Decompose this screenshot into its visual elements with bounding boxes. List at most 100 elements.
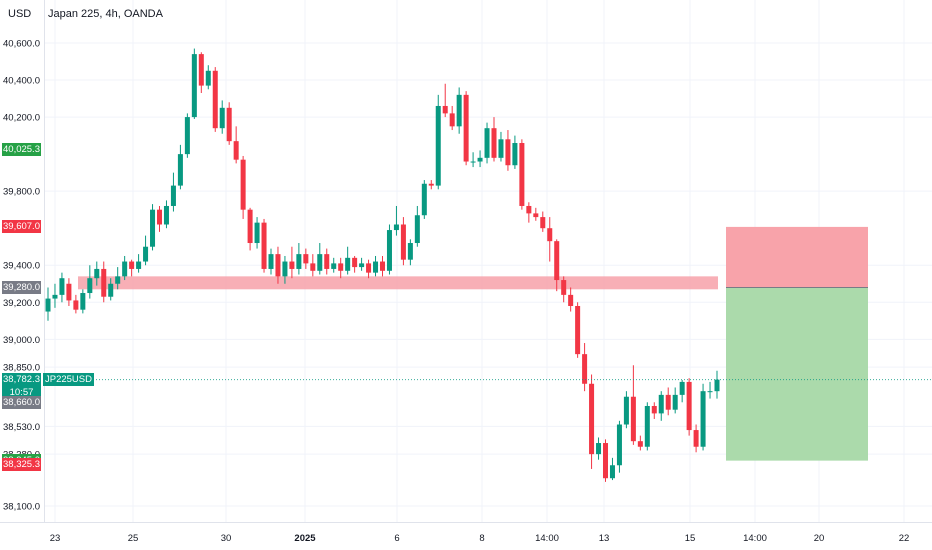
support-zone-rect[interactable] <box>78 276 718 290</box>
candle[interactable] <box>442 83 448 118</box>
symbol-price-tag[interactable]: JP225USD <box>43 373 94 387</box>
candle[interactable] <box>596 437 602 460</box>
candle[interactable] <box>512 135 518 169</box>
price-badge[interactable]: 39,607.0 <box>2 220 41 234</box>
candle[interactable] <box>310 254 316 277</box>
candle[interactable] <box>366 259 372 279</box>
price-badge[interactable]: 38,660.0 <box>2 395 41 409</box>
candle[interactable] <box>345 246 351 275</box>
candle[interactable] <box>136 254 142 273</box>
candle[interactable] <box>73 294 79 314</box>
candle[interactable] <box>386 224 392 275</box>
candle[interactable] <box>582 343 588 392</box>
candle[interactable] <box>66 278 72 306</box>
candle[interactable] <box>400 217 406 266</box>
candle[interactable] <box>87 265 93 299</box>
candle[interactable] <box>150 204 156 251</box>
candle[interactable] <box>484 122 490 164</box>
candle[interactable] <box>714 370 720 399</box>
candle[interactable] <box>226 102 232 145</box>
candle[interactable] <box>247 207 253 251</box>
candle[interactable] <box>331 257 337 273</box>
candle[interactable] <box>379 255 386 277</box>
candle[interactable] <box>470 152 476 168</box>
candle[interactable] <box>686 378 692 436</box>
candle[interactable] <box>317 243 323 275</box>
candle[interactable] <box>122 255 128 281</box>
currency-label[interactable]: USD <box>8 8 32 20</box>
price-badge[interactable]: 38,782.3 <box>2 373 41 387</box>
price-badge[interactable]: 40,025.3 <box>2 142 41 156</box>
candle[interactable] <box>602 439 609 482</box>
candle[interactable] <box>170 172 176 212</box>
candle[interactable] <box>296 243 302 275</box>
candle[interactable] <box>101 261 107 303</box>
candle[interactable] <box>289 246 295 279</box>
time-axis-labels[interactable]: 23 25 30 2025 6 8 14:00 13 15 14:00 20 22 <box>50 533 910 544</box>
candle[interactable] <box>491 117 497 162</box>
candle[interactable] <box>630 365 636 445</box>
candle[interactable] <box>449 105 455 131</box>
candle[interactable] <box>275 246 281 284</box>
candle[interactable] <box>163 200 169 229</box>
candle[interactable] <box>80 289 86 314</box>
candle[interactable] <box>665 387 671 416</box>
candle[interactable] <box>303 248 309 269</box>
candle[interactable] <box>637 435 643 451</box>
candle[interactable] <box>94 261 100 286</box>
candle[interactable] <box>59 272 65 303</box>
candle[interactable] <box>547 217 553 262</box>
candle[interactable] <box>533 207 539 221</box>
candle[interactable] <box>282 255 288 284</box>
price-badge[interactable]: 38,325.3 <box>2 457 41 471</box>
candle[interactable] <box>505 130 511 171</box>
candle[interactable] <box>177 144 183 190</box>
candle[interactable] <box>679 380 685 403</box>
candle[interactable] <box>623 391 629 429</box>
price-axis-labels[interactable]: 40,600.0 40,400.0 40,200.0 39,800.0 39,400.0… <box>3 39 40 513</box>
candle[interactable] <box>700 383 706 451</box>
candle[interactable] <box>219 100 225 134</box>
candle[interactable] <box>644 402 650 451</box>
candle[interactable] <box>609 457 615 481</box>
candle[interactable] <box>352 255 358 273</box>
candle[interactable] <box>589 374 595 469</box>
candle[interactable] <box>428 180 434 190</box>
candle[interactable] <box>108 278 114 301</box>
candle[interactable] <box>435 94 441 190</box>
candle[interactable] <box>359 257 365 271</box>
candle[interactable] <box>156 205 163 232</box>
candle[interactable] <box>672 387 678 414</box>
candle[interactable] <box>212 67 218 132</box>
candle[interactable] <box>205 65 211 90</box>
candle[interactable] <box>233 126 239 164</box>
candle[interactable] <box>184 113 190 158</box>
candle[interactable] <box>338 257 344 279</box>
candle[interactable] <box>393 205 399 236</box>
candle[interactable] <box>373 255 379 277</box>
candle[interactable] <box>540 211 546 232</box>
candle[interactable] <box>52 283 58 308</box>
candle[interactable] <box>45 287 51 321</box>
candle[interactable] <box>456 87 462 134</box>
candle[interactable] <box>463 91 469 166</box>
candle[interactable] <box>240 155 246 219</box>
candle[interactable] <box>407 239 413 266</box>
take-profit-zone[interactable] <box>726 287 868 461</box>
price-badge[interactable]: 39,280.0 <box>2 280 41 294</box>
candle[interactable] <box>421 180 427 219</box>
candle[interactable] <box>261 218 267 273</box>
candle[interactable] <box>651 402 657 419</box>
candle[interactable] <box>519 139 525 210</box>
candle[interactable] <box>561 276 567 303</box>
candle[interactable] <box>477 150 483 168</box>
candle[interactable] <box>568 287 574 312</box>
candle[interactable] <box>414 205 420 247</box>
support-zone[interactable] <box>78 276 718 290</box>
candle[interactable] <box>498 131 504 162</box>
candle[interactable] <box>143 235 149 266</box>
candle[interactable] <box>129 259 135 277</box>
candle[interactable] <box>324 248 330 275</box>
candle[interactable] <box>616 420 622 473</box>
